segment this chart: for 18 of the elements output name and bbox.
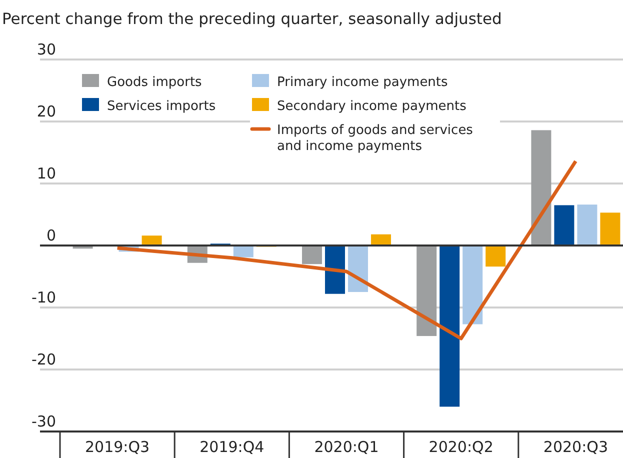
y-tick-label: -20	[32, 350, 56, 368]
x-tick-label: 2020:Q3	[543, 438, 608, 456]
chart-title: Percent change from the preceding quarter, seasonally adjusted	[2, 10, 502, 28]
legend-label: Services imports	[107, 99, 216, 114]
x-tick-label: 2020:Q1	[314, 438, 379, 456]
legend-label: Goods imports	[107, 75, 202, 90]
y-tick-label: -10	[32, 288, 56, 306]
y-tick-label: 20	[36, 102, 56, 120]
x-tick-label: 2019:Q4	[200, 438, 264, 456]
y-tick-label: -30	[32, 412, 56, 430]
x-tick-label: 2020:Q2	[428, 438, 494, 456]
x-tick-label: 2019:Q3	[85, 438, 150, 456]
legend-label: Secondary income payments	[277, 99, 467, 114]
legend-label: Primary income payments	[277, 75, 448, 90]
legend-label: Imports of goods and services and income payments	[277, 123, 474, 154]
y-tick-label: 30	[36, 40, 56, 58]
y-tick-label: 0	[46, 226, 56, 244]
y-tick-label: 10	[36, 164, 56, 182]
